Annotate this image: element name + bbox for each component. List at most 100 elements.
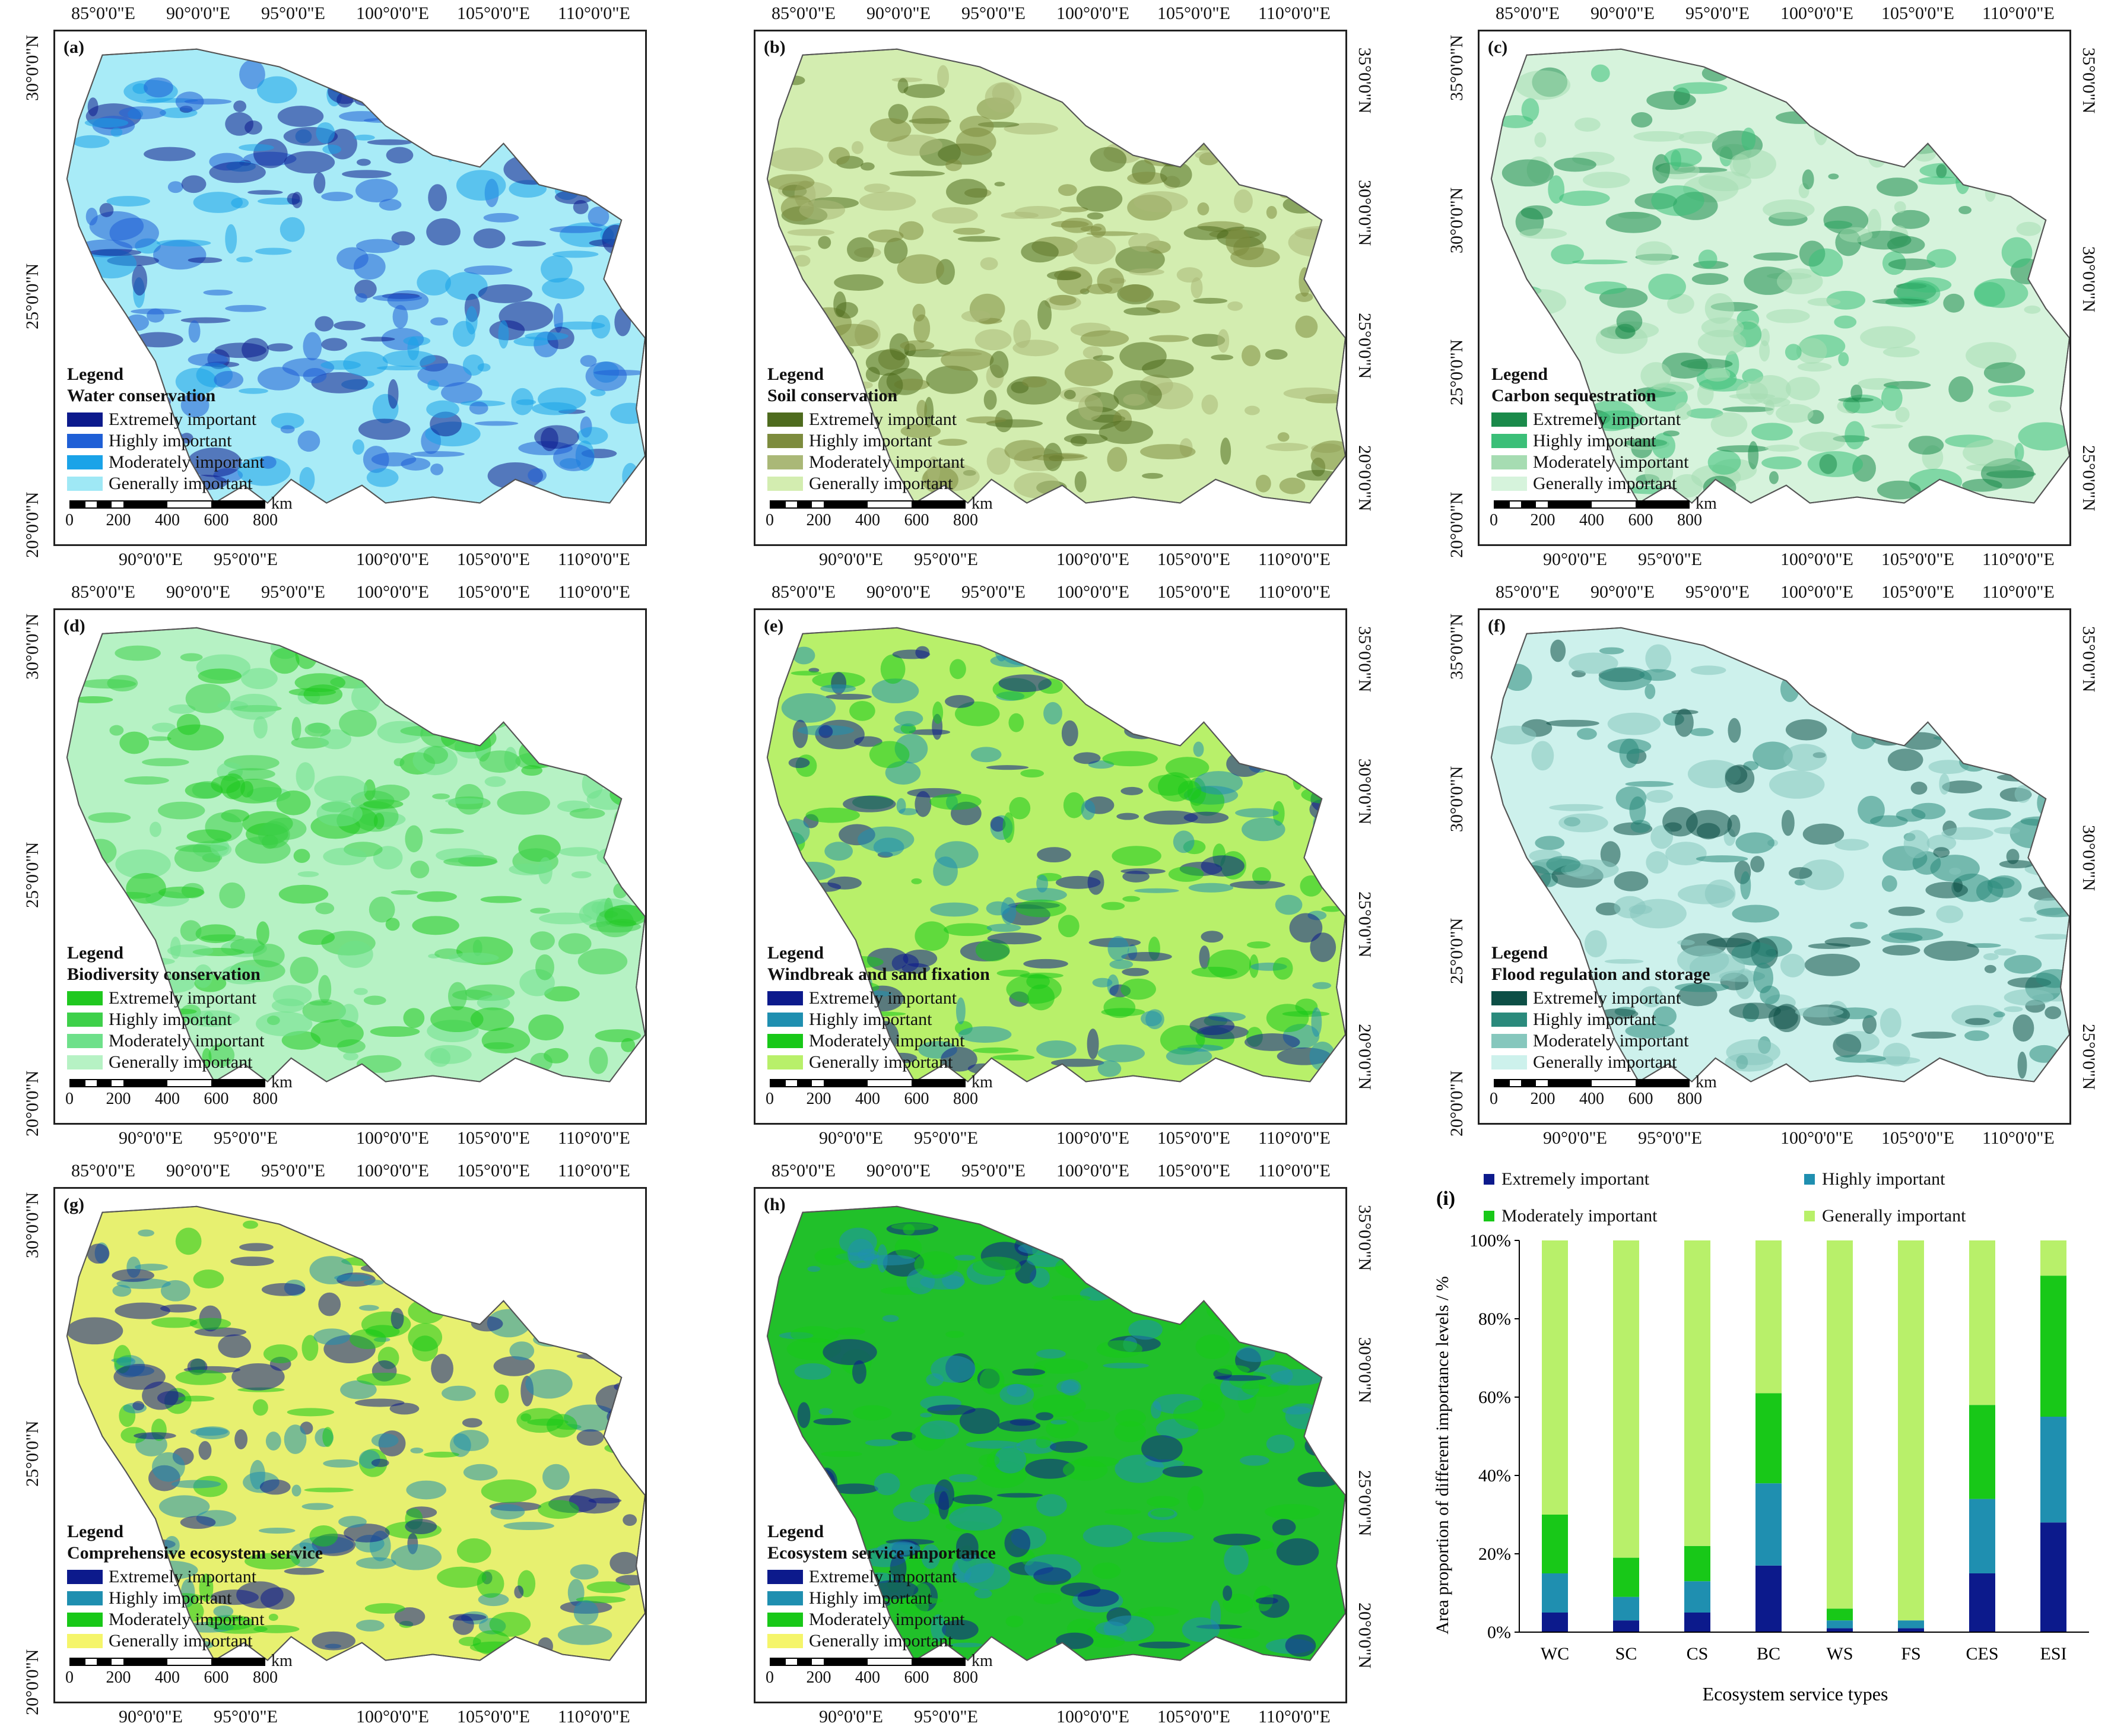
scale-number: 400: [155, 1090, 180, 1108]
right-tick-label: 35°0'0"N: [1355, 626, 1374, 693]
y-tick-label: 60%: [1478, 1388, 1511, 1407]
legend-item: Highly important: [67, 430, 264, 452]
scale-unit: km: [972, 1073, 993, 1091]
bottom-tick-label: 90°0'0"E: [1543, 1128, 1607, 1148]
scale-number: 200: [806, 511, 831, 529]
legend-item: Moderately important: [767, 1609, 996, 1630]
map-panel-d: (d) Legend Biodiversity conservation Extr…: [0, 579, 700, 1157]
bottom-tick-label: 95°0'0"E: [214, 1128, 278, 1148]
top-tick-label: 85°0'0"E: [772, 582, 836, 602]
scale-number: 200: [806, 1090, 831, 1108]
top-tick-label: 95°0'0"E: [261, 582, 325, 602]
legend-item-label: Moderately important: [109, 1031, 265, 1051]
top-tick-label: 110°0'0"E: [1258, 4, 1331, 23]
legend-swatch: [767, 1591, 803, 1605]
legend-swatch: [767, 477, 803, 491]
right-tick-label: 25°0'0"N: [1355, 1470, 1374, 1536]
scale-number: 200: [106, 511, 131, 529]
legend-item: Generally important: [67, 1630, 323, 1652]
top-tick-label: 100°0'0"E: [356, 4, 429, 23]
map-panel-g: (g) Legend Comprehensive ecosystem servic…: [0, 1157, 700, 1736]
scale-number: 800: [953, 511, 978, 529]
top-tick-label: 85°0'0"E: [71, 1161, 135, 1180]
y-tick-label: 80%: [1478, 1309, 1511, 1329]
x-tick-label: SC: [1615, 1644, 1637, 1664]
legend-item: Moderately important: [67, 1030, 264, 1052]
panel-label: (g): [64, 1195, 84, 1214]
bottom-tick-label: 90°0'0"E: [819, 1707, 883, 1727]
left-tick-label: 20°0'0"N: [23, 1070, 42, 1137]
legend-item: Highly important: [767, 430, 964, 452]
top-tick-label: 85°0'0"E: [71, 4, 135, 23]
top-tick-label: 85°0'0"E: [1496, 582, 1560, 602]
bottom-tick-label: 95°0'0"E: [914, 1128, 978, 1148]
legend-item-label: Highly important: [1533, 431, 1656, 450]
scale-number: 800: [953, 1090, 978, 1108]
scale-number: 600: [204, 1090, 229, 1108]
scale-number: 800: [1677, 511, 1702, 529]
map-legend: Legend Carbon sequestration Extremely im…: [1491, 364, 1688, 494]
legend-title: Legend: [67, 1522, 124, 1541]
legend-swatch: [67, 477, 103, 491]
region-map: [766, 627, 1345, 1083]
legend-item: Moderately important: [1491, 1030, 1710, 1052]
legend-item: Moderately important: [1491, 452, 1688, 473]
scale-number: 800: [253, 1090, 278, 1108]
region-map: [1490, 48, 2069, 504]
map-frame: (g) Legend Comprehensive ecosystem servic…: [53, 1187, 647, 1703]
bottom-tick-label: 110°0'0"E: [1258, 550, 1331, 569]
top-tick-label: 105°0'0"E: [1157, 582, 1230, 602]
map-legend: Legend Windbreak and sand fixation Extre…: [767, 942, 990, 1073]
map-frame: (d) Legend Biodiversity conservation Extr…: [53, 608, 647, 1125]
left-tick-label: 30°0'0"N: [1447, 187, 1466, 253]
bottom-tick-label: 110°0'0"E: [558, 550, 630, 569]
top-tick-label: 85°0'0"E: [1496, 4, 1560, 23]
scale-number: 0: [766, 1090, 774, 1108]
legend-swatch: [1491, 991, 1527, 1005]
legend-item-label: Moderately important: [809, 452, 965, 472]
scale-number: 600: [904, 1090, 929, 1108]
legend-swatch: [767, 1613, 803, 1627]
top-tick-label: 95°0'0"E: [1685, 4, 1750, 23]
x-tick-label: ESI: [2040, 1644, 2067, 1664]
legend-item: Moderately important: [767, 1030, 990, 1052]
panel-label: (b): [764, 37, 786, 57]
top-tick-label: 100°0'0"E: [356, 1161, 429, 1180]
scale-number: 400: [1579, 1090, 1604, 1108]
bottom-tick-label: 105°0'0"E: [1881, 550, 1954, 569]
bar-BC-2: [1755, 1483, 1782, 1566]
right-tick-label: 35°0'0"N: [2079, 626, 2099, 693]
legend-label: Highly important: [1822, 1169, 1945, 1189]
top-tick-label: 105°0'0"E: [1881, 582, 1954, 602]
scale-bar: km 0 200 400 600 800: [65, 494, 293, 530]
legend-swatch: [1491, 1055, 1527, 1069]
scale-number: 600: [204, 1668, 229, 1687]
top-tick-label: 100°0'0"E: [1056, 4, 1129, 23]
bar-BC-1: [1755, 1565, 1782, 1632]
map-frame: (c) Legend Carbon sequestration Extremely…: [1478, 30, 2071, 546]
legend-item: Extremely important: [767, 1566, 996, 1588]
left-tick-label: 25°0'0"N: [23, 263, 42, 329]
left-tick-label: 20°0'0"N: [23, 491, 42, 558]
legend-swatch: [1484, 1174, 1494, 1185]
stacked-bar-chart-panel: Extremely important Highly important Mod…: [1424, 1157, 2119, 1709]
top-tick-label: 95°0'0"E: [261, 4, 325, 23]
top-tick-label: 100°0'0"E: [1780, 4, 1853, 23]
panel-label: (a): [64, 37, 84, 57]
top-tick-label: 100°0'0"E: [1056, 1161, 1129, 1180]
x-tick-label: CS: [1687, 1644, 1709, 1664]
bar-CS-4: [1684, 1240, 1710, 1546]
scale-number: 0: [65, 511, 74, 529]
bottom-tick-label: 105°0'0"E: [1881, 1128, 1954, 1148]
scale-number: 800: [253, 1668, 278, 1687]
legend-subtitle: Ecosystem service importance: [767, 1543, 996, 1563]
map-panel-a: (a) Legend Water conservation Extremely i…: [0, 0, 700, 579]
y-axis-label: Area proportion of different importance …: [1433, 1276, 1452, 1634]
scale-unit: km: [972, 1652, 993, 1670]
bottom-tick-label: 95°0'0"E: [1638, 1128, 1702, 1148]
map-legend: Legend Flood regulation and storage Extr…: [1491, 942, 1710, 1073]
right-tick-label: 25°0'0"N: [1355, 891, 1374, 957]
scale-number: 200: [106, 1668, 131, 1687]
legend-item-label: Generally important: [809, 1052, 953, 1072]
bar-WS-3: [1827, 1608, 1853, 1621]
